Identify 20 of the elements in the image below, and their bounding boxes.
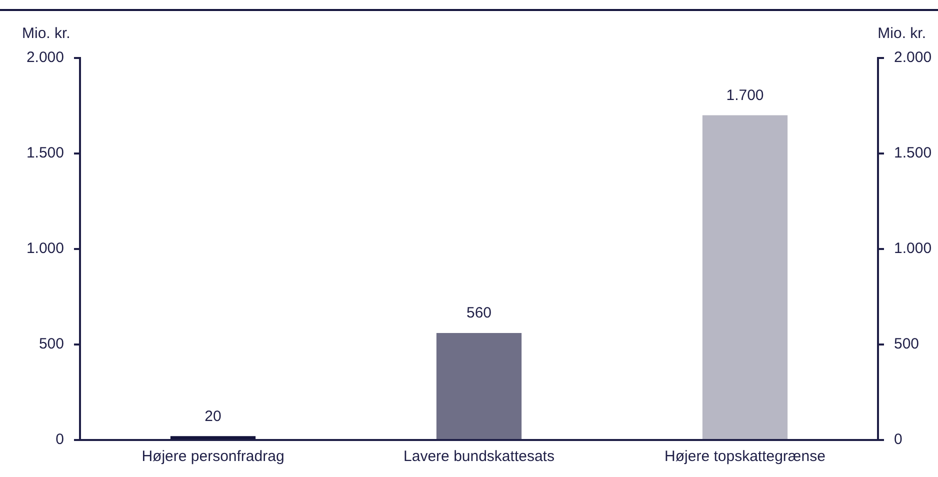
y-tick-label: 2.000	[26, 49, 64, 66]
y-tick-label: 0	[56, 431, 64, 448]
bar	[436, 333, 522, 439]
data-label: 560	[466, 304, 492, 322]
y2-tick-label: 1.500	[894, 144, 932, 162]
y2-axis-title: Mio. kr.	[878, 25, 926, 42]
y2-tick-label: 500	[894, 336, 920, 353]
data-label: 1.700	[726, 86, 764, 104]
x-tick-label: Højere personfradrag	[142, 448, 284, 466]
y2-tick-label: 1.000	[894, 240, 932, 258]
y2-tick-label: 0	[894, 431, 902, 448]
y2-tick-label: 2.000	[894, 49, 932, 66]
y-tick-label: 1.000	[26, 240, 64, 258]
y-tick-label: 500	[38, 336, 64, 353]
y-axis-title: Mio. kr.	[22, 25, 70, 42]
x-tick-label: Højere topskattegrænse	[664, 448, 826, 466]
y-tick-label: 1.500	[26, 144, 64, 162]
x-tick-label: Lavere bundskattesats	[404, 448, 554, 466]
data-label: 20	[204, 408, 222, 425]
bar	[702, 115, 788, 439]
